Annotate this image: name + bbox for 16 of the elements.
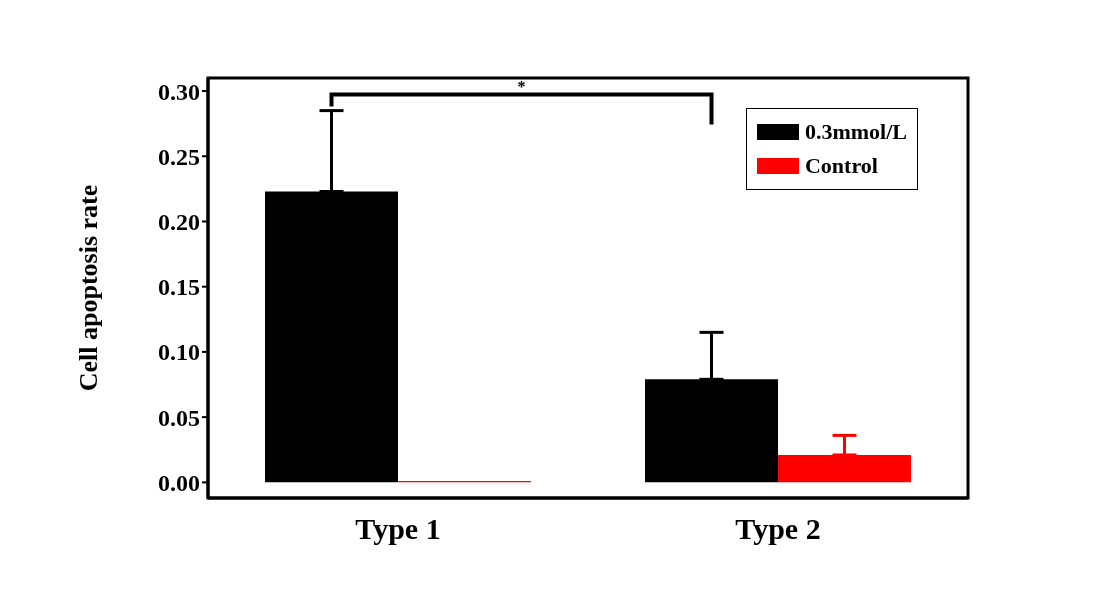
legend-label: 0.3mmol/L bbox=[804, 118, 907, 146]
x-tick-label: Type 2 bbox=[735, 512, 821, 546]
y-tick-label: 0.00 bbox=[158, 469, 200, 496]
bar bbox=[778, 454, 911, 483]
y-tick-label: 0.10 bbox=[158, 339, 200, 366]
y-axis-title: Cell apoptosis rate bbox=[74, 184, 104, 392]
y-tick-label: 0.15 bbox=[158, 274, 200, 301]
x-tick-label: Type 1 bbox=[355, 512, 441, 546]
y-tick-label: 0.20 bbox=[158, 209, 200, 235]
y-tick-label: 0.30 bbox=[158, 78, 200, 105]
y-tick-label: 0.25 bbox=[158, 143, 200, 170]
legend-label: Control bbox=[804, 152, 878, 180]
bar bbox=[645, 379, 778, 483]
y-tick-label: 0.05 bbox=[158, 404, 200, 431]
annotation: * bbox=[517, 77, 526, 95]
bar bbox=[265, 191, 398, 483]
